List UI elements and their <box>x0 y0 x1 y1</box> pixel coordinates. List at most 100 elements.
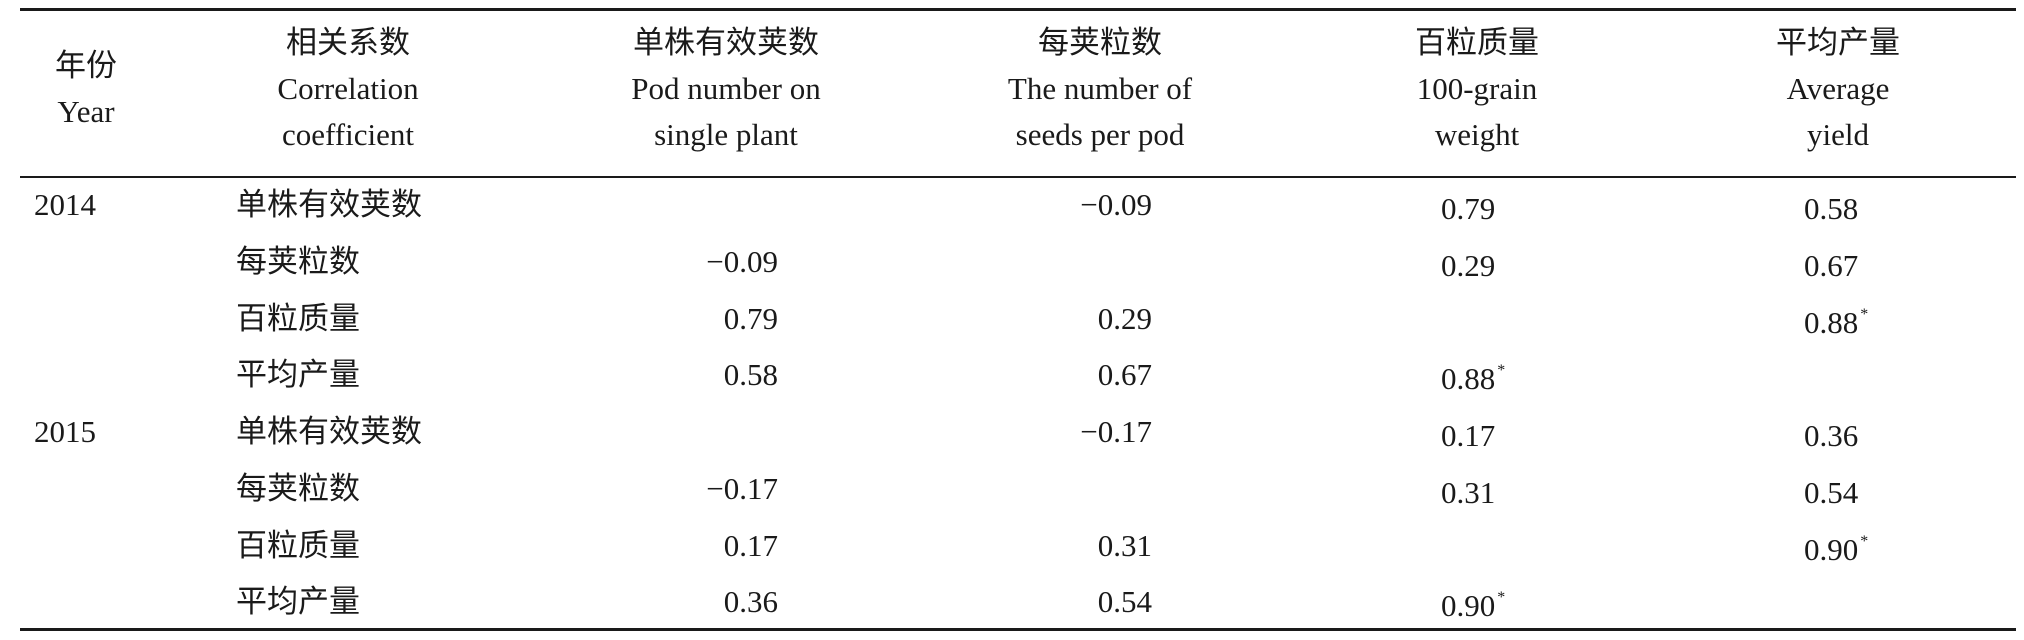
trait-cell: 单株有效荚数 <box>236 412 422 452</box>
average-yield-cell <box>1804 578 1806 626</box>
trait-cell: 平均产量 <box>236 355 360 395</box>
trait-cell: 每荚粒数 <box>236 469 360 509</box>
header-rule <box>20 176 2016 178</box>
header-en1: Average <box>1786 71 1890 106</box>
cell-value: 0.17 <box>1441 418 1496 453</box>
header-zh: 相关系数 <box>286 25 410 60</box>
trait-cell: 平均产量 <box>236 582 360 622</box>
cell-value: 0.31 <box>1441 475 1496 510</box>
pod-number-cell: −0.17 <box>706 469 778 509</box>
seeds-per-pod-cell: 0.29 <box>1098 299 1152 339</box>
significance-mark: * <box>1860 306 1869 323</box>
cell-value: 0.29 <box>1097 301 1152 336</box>
cell-value: 0.88 <box>1441 361 1496 396</box>
header-zh: 单株有效荚数 <box>633 25 819 60</box>
year-cell: 2014 <box>34 185 96 225</box>
cell-value: 每荚粒数 <box>236 244 360 279</box>
average-yield-cell <box>1804 351 1806 399</box>
header-en2: single plant <box>654 117 798 152</box>
cell-value: 0.17 <box>723 528 778 563</box>
header-zh: 平均产量 <box>1776 25 1900 60</box>
grain-weight-cell: 0.31 <box>1441 465 1497 513</box>
cell-value: 百粒质量 <box>236 301 360 336</box>
significance-mark: * <box>1497 362 1506 379</box>
grain-weight-cell: 0.88 * <box>1441 351 1505 399</box>
cell-value: 0.54 <box>1804 475 1859 510</box>
grain-weight-cell: 0.29 <box>1441 238 1497 286</box>
seeds-per-pod-cell: 0.67 <box>1098 355 1152 395</box>
grain-weight-cell <box>1441 522 1443 570</box>
column-header: 单株有效荚数 Pod number on single plant <box>631 20 820 158</box>
cell-value: 0.90 <box>1441 588 1496 623</box>
trait-cell: 百粒质量 <box>236 299 360 339</box>
header-en2: seeds per pod <box>1015 117 1185 152</box>
trait-cell: 单株有效荚数 <box>236 185 422 225</box>
header-zh: 年份 <box>55 48 117 83</box>
cell-value: 0.29 <box>1441 248 1496 283</box>
cell-value: 0.58 <box>1804 191 1859 226</box>
pod-number-cell: −0.09 <box>706 242 778 282</box>
pod-number-cell: 0.36 <box>724 582 778 622</box>
cell-value: 每荚粒数 <box>236 471 360 506</box>
header-en1: Correlation <box>277 71 419 106</box>
cell-value: 平均产量 <box>236 357 360 392</box>
cell-value: 0.31 <box>1097 528 1152 563</box>
seeds-per-pod-cell: 0.54 <box>1098 582 1152 622</box>
significance-mark: * <box>1497 589 1506 606</box>
cell-value: 百粒质量 <box>236 528 360 563</box>
cell-value: 0.58 <box>723 357 778 392</box>
cell-value: −0.17 <box>1080 414 1152 449</box>
header-en1: Pod number on <box>631 71 821 106</box>
cell-value: 0.79 <box>1441 191 1496 226</box>
header-en1: The number of <box>1007 71 1193 106</box>
column-header: 年份 Year <box>55 43 117 135</box>
cell-value: 0.54 <box>1097 584 1152 619</box>
pod-number-cell: 0.58 <box>724 355 778 395</box>
seeds-per-pod-cell: 0.31 <box>1098 526 1152 566</box>
seeds-per-pod-cell: −0.09 <box>1080 185 1152 225</box>
cell-value: 平均产量 <box>236 584 360 619</box>
grain-weight-cell: 0.79 <box>1441 181 1497 229</box>
average-yield-cell: 0.36 <box>1804 408 1860 456</box>
grain-weight-cell <box>1441 295 1443 343</box>
top-rule <box>20 8 2016 11</box>
column-header: 每荚粒数 The number of seeds per pod <box>1008 20 1192 158</box>
average-yield-cell: 0.67 <box>1804 238 1860 286</box>
bottom-rule <box>20 628 2016 631</box>
cell-value: 单株有效荚数 <box>236 414 422 449</box>
cell-value: −0.09 <box>1080 187 1152 222</box>
cell-value: 0.67 <box>1804 248 1859 283</box>
header-en2: weight <box>1434 117 1520 152</box>
pod-number-cell: 0.17 <box>724 526 778 566</box>
header-en2: coefficient <box>282 117 414 152</box>
significance-mark: * <box>1860 533 1869 550</box>
average-yield-cell: 0.54 <box>1804 465 1860 513</box>
cell-value: 0.88 <box>1804 305 1859 340</box>
cell-value: −0.17 <box>706 471 778 506</box>
cell-value: 0.90 <box>1804 532 1859 567</box>
column-header: 平均产量 Average yield <box>1776 20 1900 158</box>
seeds-per-pod-cell: −0.17 <box>1080 412 1152 452</box>
header-en2: yield <box>1807 117 1869 152</box>
grain-weight-cell: 0.17 <box>1441 408 1497 456</box>
header-zh: 百粒质量 <box>1415 25 1539 60</box>
year-cell: 2015 <box>34 412 96 452</box>
cell-value: 0.36 <box>1804 418 1859 453</box>
cell-value: 0.79 <box>723 301 778 336</box>
cell-value: 0.67 <box>1097 357 1152 392</box>
cell-value: −0.09 <box>706 244 778 279</box>
cell-value: 2014 <box>34 187 96 222</box>
header-zh: 每荚粒数 <box>1038 25 1162 60</box>
trait-cell: 百粒质量 <box>236 526 360 566</box>
cell-value: 0.36 <box>723 584 778 619</box>
average-yield-cell: 0.88 * <box>1804 295 1868 343</box>
column-header: 相关系数 Correlation coefficient <box>277 20 418 158</box>
average-yield-cell: 0.58 <box>1804 181 1860 229</box>
header-en1: Year <box>57 94 115 129</box>
column-header: 百粒质量 100-grain weight <box>1415 20 1539 158</box>
pod-number-cell: 0.79 <box>724 299 778 339</box>
cell-value: 2015 <box>34 414 96 449</box>
trait-cell: 每荚粒数 <box>236 242 360 282</box>
header-en1: 100-grain <box>1416 71 1538 106</box>
average-yield-cell: 0.90 * <box>1804 522 1868 570</box>
